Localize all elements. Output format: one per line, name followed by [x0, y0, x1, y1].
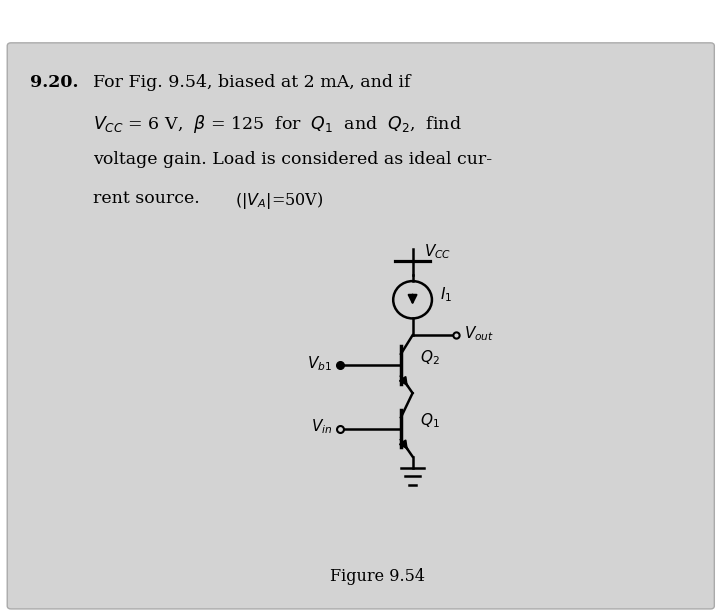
Text: Figure 9.54: Figure 9.54	[330, 567, 425, 584]
Text: 9.20.: 9.20.	[30, 74, 79, 91]
Text: rent source.: rent source.	[93, 190, 200, 207]
Text: $Q_1$: $Q_1$	[420, 412, 440, 430]
Text: $V_{in}$: $V_{in}$	[311, 417, 333, 436]
Text: voltage gain. Load is considered as ideal cur-: voltage gain. Load is considered as idea…	[93, 151, 492, 168]
Text: $V_{b1}$: $V_{b1}$	[307, 354, 333, 373]
Text: $I_1$: $I_1$	[440, 286, 452, 304]
Text: $Q_2$: $Q_2$	[420, 348, 440, 367]
FancyBboxPatch shape	[7, 43, 714, 609]
Text: $V_{CC}$: $V_{CC}$	[424, 242, 451, 261]
Text: $V_{out}$: $V_{out}$	[464, 324, 494, 343]
Text: $(|V_A|$=50V): $(|V_A|$=50V)	[236, 190, 324, 211]
Text: For Fig. 9.54, biased at 2 mA, and if: For Fig. 9.54, biased at 2 mA, and if	[93, 74, 411, 91]
Text: $V_{CC}$ = 6 V,  $\beta$ = 125  for  $Q_1$  and  $Q_2$,  find: $V_{CC}$ = 6 V, $\beta$ = 125 for $Q_1$ …	[93, 113, 462, 135]
